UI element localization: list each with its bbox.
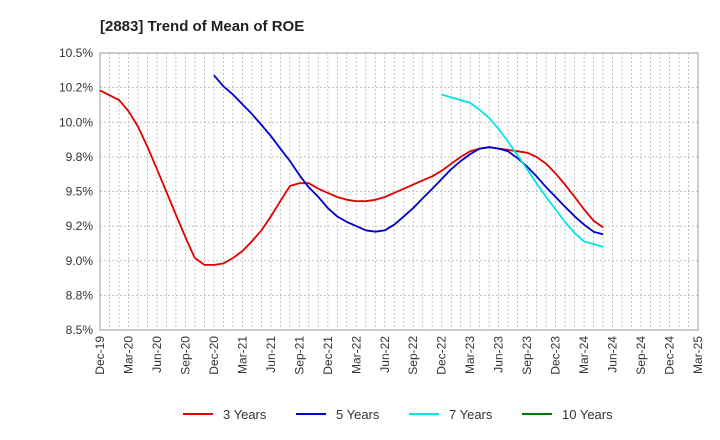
x-tick-label: Sep-20 (178, 336, 192, 375)
legend: 3 Years 5 Years 7 Years 10 Years (183, 407, 613, 422)
x-tick-label: Dec-21 (321, 336, 335, 375)
legend-label-1: 3 Years (223, 407, 267, 422)
legend-label-2: 5 Years (336, 407, 380, 422)
chart-title: [2883] Trend of Mean of ROE (100, 18, 304, 35)
x-tick-label: Jun-24 (606, 336, 620, 373)
x-tick-label: Dec-23 (549, 336, 563, 375)
x-tick-label: Jun-22 (378, 336, 392, 373)
x-tick-label: Sep-22 (406, 336, 420, 375)
x-tick-label: Jun-21 (264, 336, 278, 373)
x-tick-label: Mar-24 (577, 336, 591, 374)
series-line-2 (213, 74, 604, 236)
y-tick-label: 9.2% (66, 219, 94, 233)
x-tick-label: Jun-23 (492, 336, 506, 373)
plot-area-border (99, 52, 699, 331)
x-tick-label: Dec-20 (207, 336, 221, 375)
x-tick-label: Mar-25 (691, 336, 705, 374)
y-tick-label: 10.2% (59, 81, 93, 95)
y-tick-label: 8.8% (66, 288, 94, 302)
x-tick-label: Dec-19 (93, 336, 107, 375)
y-tick-label: 8.5% (66, 323, 94, 337)
x-tick-label: Sep-23 (520, 336, 534, 375)
y-tick-label: 9.5% (66, 185, 94, 199)
x-tick-label: Dec-24 (663, 336, 677, 375)
x-tick-label: Sep-21 (292, 336, 306, 375)
x-tick-label: Mar-22 (349, 336, 363, 374)
y-tick-label: 10.5% (59, 46, 93, 60)
x-tick-label: Mar-20 (121, 336, 135, 374)
legend-label-3: 7 Years (449, 407, 493, 422)
series-line-3 (441, 93, 604, 248)
x-tick-label: Dec-22 (435, 336, 449, 375)
series-lines (99, 74, 604, 266)
x-axis-tick-labels: Dec-19 Mar-20 Jun-20 Sep-20 Dec-20 Mar-21 Jun-… (93, 336, 705, 375)
y-axis-tick-labels: 8.5% 8.8% 9.0% 9.2% 9.5% 9.8% 10.0% 10.2% 10.5% (59, 46, 93, 337)
x-tick-label: Mar-23 (463, 336, 477, 374)
x-tick-label: Jun-20 (150, 336, 164, 373)
y-tick-label: 9.0% (66, 254, 94, 268)
y-tick-label: 10.0% (59, 115, 93, 129)
series-line-1 (99, 89, 604, 266)
legend-label-4: 10 Years (562, 407, 613, 422)
y-tick-label: 9.8% (66, 150, 94, 164)
x-tick-label: Sep-24 (634, 336, 648, 375)
x-tick-label: Mar-21 (235, 336, 249, 374)
